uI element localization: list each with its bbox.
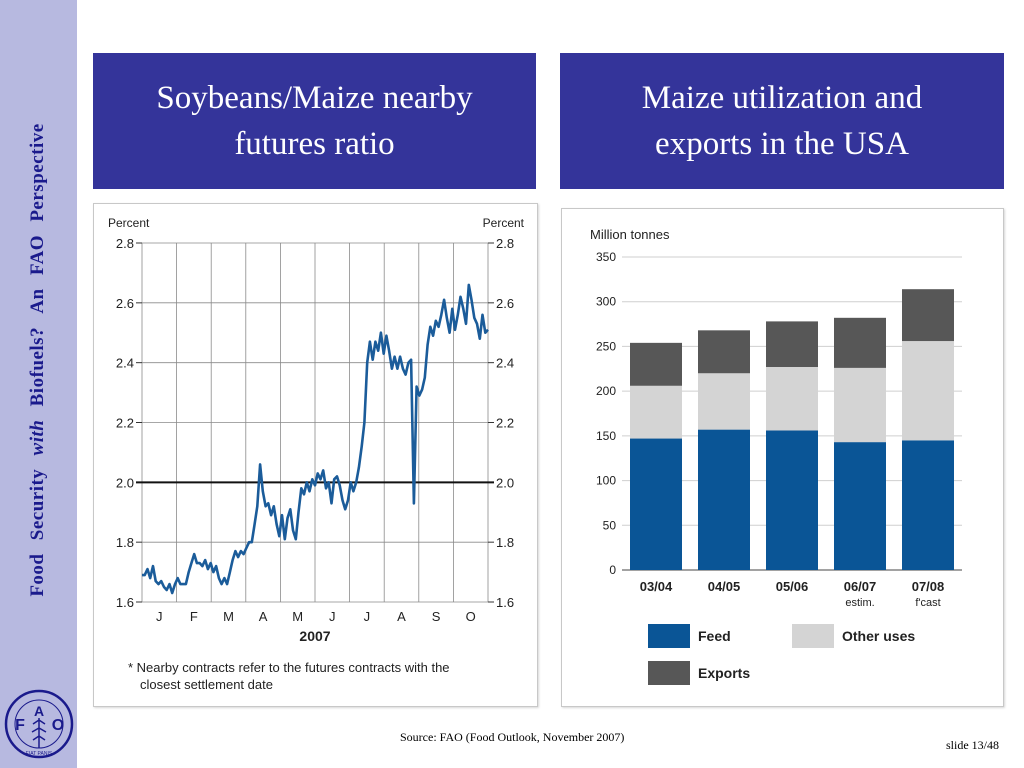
- x-tick-label: S: [432, 609, 441, 624]
- y-tick-label-left: 2.0: [116, 475, 134, 490]
- bar-other-uses: [766, 366, 818, 431]
- y-axis-title-right: Percent: [483, 216, 525, 230]
- x-tick-label: M: [223, 609, 234, 624]
- bar-other-uses: [630, 385, 682, 439]
- sidebar-word: An: [27, 288, 48, 314]
- x-tick-label: 05/06: [776, 579, 809, 594]
- logo-motto: FIAT PANIS: [26, 751, 53, 757]
- x-tick-label: J: [329, 609, 336, 624]
- bar-exports: [630, 342, 682, 386]
- x-tick-label: J: [364, 609, 371, 624]
- bar-other-uses: [698, 373, 750, 430]
- bar-exports: [698, 330, 750, 374]
- bar-feed: [630, 438, 682, 570]
- chart-note-line: * Nearby contracts refer to the futures …: [128, 660, 450, 675]
- y-tick-label-right: 2.0: [496, 475, 514, 490]
- y-tick-label: 50: [603, 518, 617, 532]
- y-tick-label-left: 2.2: [116, 416, 134, 431]
- x-axis-title: 2007: [299, 628, 330, 644]
- legend-label: Other uses: [842, 628, 915, 644]
- legend-swatch: [648, 624, 690, 648]
- y-tick-label-left: 2.6: [116, 296, 134, 311]
- bar-feed: [834, 442, 886, 570]
- x-tick-label: 07/08: [912, 579, 945, 594]
- sidebar-word: FAO: [27, 234, 48, 276]
- y-tick-label-right: 2.8: [496, 236, 514, 251]
- y-tick-label-right: 1.6: [496, 595, 514, 610]
- x-tick-label: 06/07: [844, 579, 877, 594]
- y-tick-label: 250: [596, 339, 616, 353]
- x-tick-label: M: [292, 609, 303, 624]
- y-tick-label: 100: [596, 474, 616, 488]
- y-tick-label-left: 1.6: [116, 595, 134, 610]
- source-note: Source: FAO (Food Outlook, November 2007…: [400, 730, 625, 744]
- x-tick-sublabel: f'cast: [915, 597, 940, 609]
- title-left-line: futures ratio: [234, 126, 395, 162]
- sidebar-word: Biofuels?: [27, 326, 48, 407]
- bar-other-uses: [834, 367, 886, 443]
- x-tick-label: 03/04: [640, 579, 673, 594]
- sidebar-word: Perspective: [27, 123, 48, 222]
- y-tick-label: 300: [596, 295, 616, 309]
- x-tick-label: A: [397, 609, 406, 624]
- title-right-line: Maize utilization and: [641, 80, 923, 116]
- x-tick-sublabel: estim.: [845, 597, 874, 609]
- slide-number: slide 13/48: [946, 738, 999, 752]
- y-axis-title-left: Percent: [108, 216, 150, 230]
- y-tick-label-right: 1.8: [496, 535, 514, 550]
- title-right: Maize utilization and exports in the USA: [560, 53, 1004, 189]
- x-tick-label: F: [190, 609, 198, 624]
- bar-chart-svg: Million tonnes 0 50 100 150 200 250 300 350 03/04…: [590, 227, 962, 685]
- logo-letter-o: O: [52, 717, 64, 734]
- y-tick-label-right: 2.4: [496, 356, 514, 371]
- bar-feed: [698, 429, 750, 570]
- title-left-line: Soybeans/Maize nearby: [156, 80, 473, 116]
- ratio-series-line: [142, 283, 489, 595]
- legend-label: Feed: [698, 628, 731, 644]
- sidebar: Food Security with Biofuels? An FAO Pers…: [0, 0, 77, 768]
- sidebar-word: Food: [27, 553, 48, 597]
- y-tick-label: 350: [596, 250, 616, 264]
- maize-utilization-chart: Million tonnes 0 50 100 150 200 250 300 350 03/04…: [561, 208, 1004, 707]
- title-left: Soybeans/Maize nearby futures ratio: [93, 53, 536, 189]
- legend-swatch: [792, 624, 834, 648]
- bar-feed: [902, 440, 954, 570]
- bar-feed: [766, 430, 818, 570]
- x-tick-label: 04/05: [708, 579, 741, 594]
- futures-ratio-chart: Percent Percent 1.6 1.6 1.8 1.8 2.0 2.0 2.2 2.2 2.…: [93, 203, 538, 707]
- bar-exports: [834, 317, 886, 368]
- chart-note-line: closest settlement date: [140, 677, 273, 692]
- bar-other-uses: [902, 341, 954, 441]
- sidebar-title: Food Security with Biofuels? An FAO Pers…: [27, 50, 57, 670]
- logo-letter-f: F: [15, 717, 25, 734]
- y-tick-label: 200: [596, 384, 616, 398]
- legend-label: Exports: [698, 665, 750, 681]
- x-tick-label: O: [466, 609, 476, 624]
- logo-letter-a: A: [34, 703, 44, 719]
- fao-logo: F A O FIAT PANIS: [4, 689, 74, 759]
- line-chart-svg: Percent Percent 1.6 1.6 1.8 1.8 2.0 2.0 2.2 2.2 2.…: [108, 216, 525, 692]
- sidebar-word: with: [27, 419, 48, 456]
- y-tick-label-left: 1.8: [116, 535, 134, 550]
- bar-exports: [902, 289, 954, 342]
- y-tick-label-left: 2.4: [116, 356, 134, 371]
- y-tick-label: 0: [609, 563, 616, 577]
- y-tick-label-right: 2.2: [496, 416, 514, 431]
- title-right-line: exports in the USA: [655, 126, 909, 162]
- legend-swatch: [648, 661, 690, 685]
- y-tick-label-left: 2.8: [116, 236, 134, 251]
- y-tick-label-right: 2.6: [496, 296, 514, 311]
- y-axis-title: Million tonnes: [590, 227, 670, 242]
- sidebar-word: Security: [27, 468, 48, 541]
- y-tick-label: 150: [596, 429, 616, 443]
- x-tick-label: J: [156, 609, 163, 624]
- bar-exports: [766, 321, 818, 367]
- x-tick-label: A: [259, 609, 268, 624]
